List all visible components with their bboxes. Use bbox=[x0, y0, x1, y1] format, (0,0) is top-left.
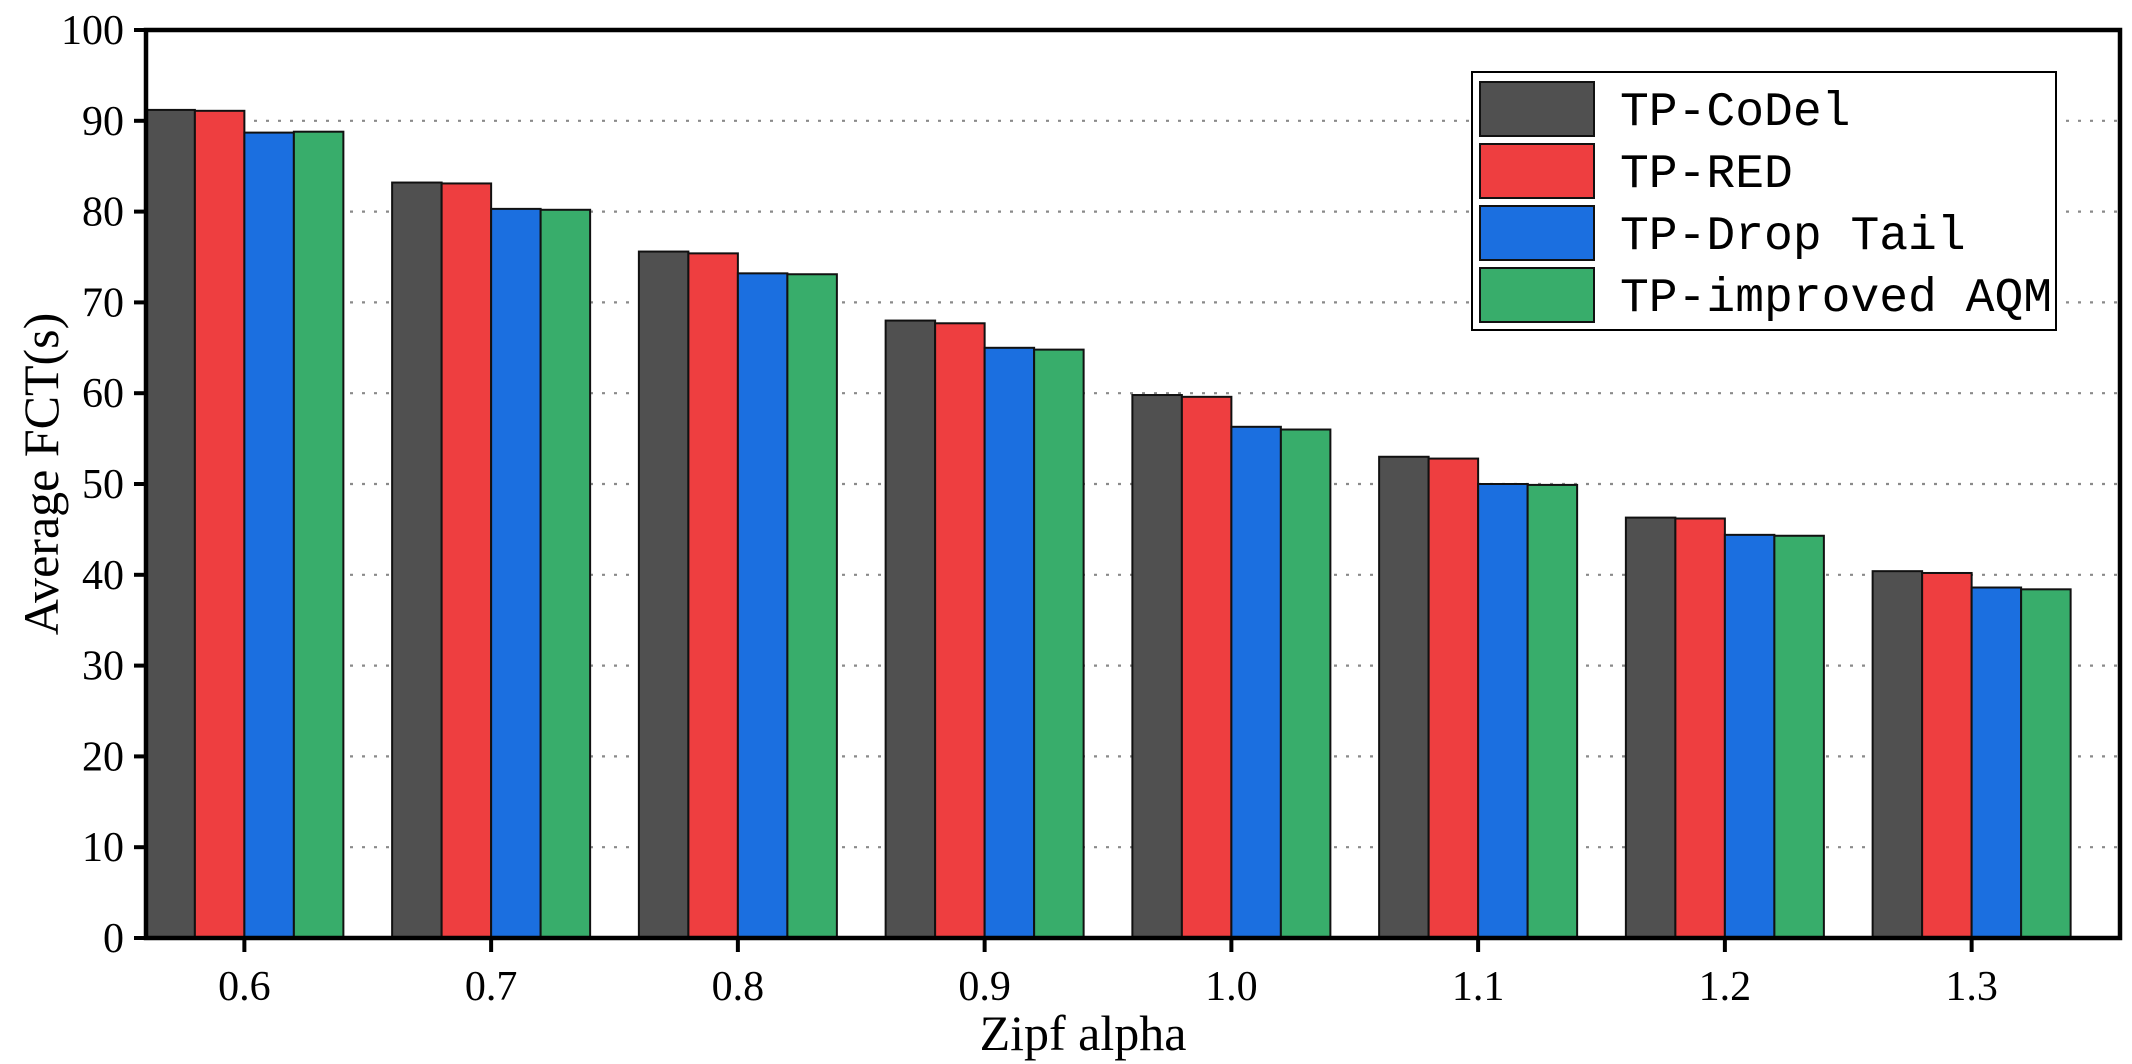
legend-swatch bbox=[1479, 205, 1595, 261]
bar-tp-red-1-2 bbox=[1674, 517, 1726, 940]
bar-tp-improved-aqm-0-7 bbox=[539, 208, 592, 939]
y-tick-label: 40 bbox=[82, 553, 124, 599]
bar-tp-red-1-3 bbox=[1921, 571, 1973, 939]
bar-tp-drop-tail-1-1 bbox=[1477, 483, 1529, 939]
bar-tp-codel-1-1 bbox=[1378, 455, 1430, 939]
bar-tp-codel-1-0 bbox=[1131, 394, 1183, 939]
bar-tp-codel-0-9 bbox=[884, 319, 937, 939]
y-tick-label: 50 bbox=[82, 462, 124, 508]
y-tick-label: 20 bbox=[82, 734, 124, 780]
legend-swatch bbox=[1479, 267, 1595, 323]
bar-tp-drop-tail-0-6 bbox=[243, 131, 295, 939]
bar-tp-drop-tail-0-8 bbox=[736, 272, 789, 939]
legend-swatch bbox=[1479, 81, 1595, 137]
bar-tp-improved-aqm-1-1 bbox=[1526, 483, 1579, 939]
bar-tp-improved-aqm-0-6 bbox=[292, 130, 345, 940]
bar-tp-drop-tail-1-0 bbox=[1230, 425, 1282, 939]
bar-tp-red-0-9 bbox=[934, 322, 986, 939]
x-tick-label: 0.6 bbox=[218, 964, 271, 1010]
y-tick-label: 100 bbox=[61, 8, 124, 54]
bar-tp-improved-aqm-1-2 bbox=[1773, 534, 1825, 939]
y-tick-label: 90 bbox=[82, 99, 124, 145]
x-axis-label: Zipf alpha bbox=[980, 1005, 1187, 1061]
legend-label: TP-RED bbox=[1620, 148, 1793, 202]
y-tick-label: 70 bbox=[82, 280, 124, 326]
legend-label: TP-improved AQM bbox=[1620, 272, 2052, 326]
y-tick-label: 30 bbox=[82, 644, 124, 690]
x-tick-label: 1.2 bbox=[1699, 964, 1752, 1010]
bar-tp-drop-tail-1-3 bbox=[1970, 586, 2023, 940]
y-tick-label: 60 bbox=[82, 371, 124, 417]
bar-tp-codel-1-2 bbox=[1624, 516, 1677, 939]
bar-tp-improved-aqm-0-9 bbox=[1033, 348, 1085, 939]
x-tick-label: 1.3 bbox=[1945, 964, 1998, 1010]
y-tick-label: 10 bbox=[82, 825, 124, 871]
y-tick-label: 0 bbox=[103, 916, 124, 962]
legend-label: TP-CoDel bbox=[1620, 86, 1850, 140]
bar-tp-codel-0-7 bbox=[391, 181, 443, 939]
bar-tp-codel-0-8 bbox=[637, 250, 690, 939]
bar-tp-codel-1-3 bbox=[1871, 570, 1924, 940]
bar-tp-drop-tail-0-9 bbox=[983, 346, 1036, 939]
axis-layer: 0 10 20 30 40 50 60 70 80 90 100 0.6 0.7 0.8 0.9 1.0 1.1… bbox=[61, 8, 2123, 1010]
x-tick-label: 0.7 bbox=[465, 964, 518, 1010]
bar-tp-red-0-7 bbox=[440, 182, 493, 939]
bar-tp-improved-aqm-0-8 bbox=[786, 273, 838, 939]
legend-label: TP-Drop Tail bbox=[1620, 210, 1966, 264]
legend: TP-CoDel TP-RED TP-Drop Tail TP-improved AQ… bbox=[1471, 71, 2057, 331]
x-tick-label: 1.0 bbox=[1205, 964, 1258, 1010]
bar-tp-red-1-1 bbox=[1427, 457, 1480, 939]
x-tick-label: 0.9 bbox=[958, 964, 1011, 1010]
bar-tp-red-0-8 bbox=[687, 252, 739, 940]
x-tick-label: 0.8 bbox=[712, 964, 765, 1010]
x-tick-label: 1.1 bbox=[1452, 964, 1505, 1010]
y-tick-label: 80 bbox=[82, 190, 124, 236]
bar-tp-improved-aqm-1-0 bbox=[1279, 428, 1332, 939]
bar-tp-codel-0-6 bbox=[144, 108, 196, 940]
y-axis-label: Average FCT(s) bbox=[13, 313, 69, 636]
legend-swatch bbox=[1479, 143, 1595, 199]
bar-tp-red-0-6 bbox=[193, 109, 246, 939]
bar-tp-drop-tail-0-7 bbox=[490, 207, 542, 940]
bar-layer bbox=[144, 108, 2072, 940]
bar-tp-red-1-0 bbox=[1180, 395, 1233, 940]
bar-tp-improved-aqm-1-3 bbox=[2020, 588, 2072, 939]
bar-tp-drop-tail-1-2 bbox=[1723, 533, 1776, 940]
